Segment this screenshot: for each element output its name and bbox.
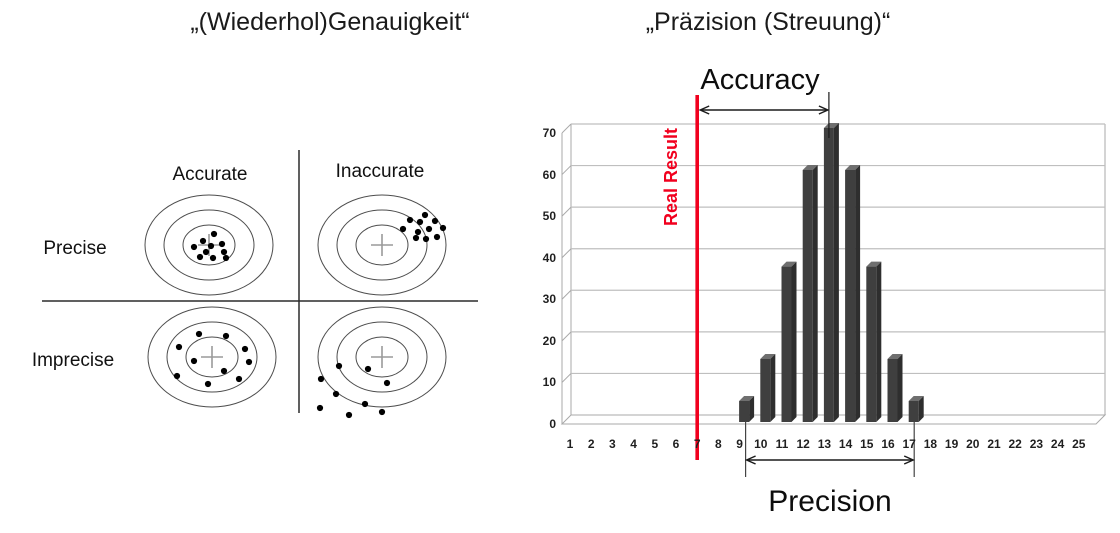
- target-imprecise-accurate: [147, 306, 277, 408]
- bar-x13: [823, 123, 839, 422]
- bar-x15: [866, 261, 882, 422]
- x-tick-label: 12: [796, 437, 810, 451]
- x-tick-label: 10: [754, 437, 768, 451]
- bar-x12: [802, 165, 818, 422]
- accuracy-label: Accuracy: [700, 64, 820, 96]
- quadrant-diagram: [42, 150, 478, 419]
- y-tick-label: 70: [542, 126, 556, 140]
- x-tick-label: 15: [860, 437, 874, 451]
- precision-label: Precision: [768, 485, 892, 518]
- bar-x16: [887, 354, 903, 422]
- y-tick-label: 20: [542, 333, 556, 348]
- bar-chart: [560, 92, 1107, 477]
- bar-x17: [908, 396, 924, 422]
- right-panel-title: „Präzision (Streuung)“: [645, 8, 891, 36]
- x-tick-label: 5: [651, 437, 659, 451]
- bar-x11: [781, 261, 797, 422]
- x-tick-label: 3: [609, 437, 616, 451]
- left-panel-title: „(Wiederhol)Genauigkeit“: [190, 8, 470, 36]
- col-label-inaccurate: Inaccurate: [335, 161, 425, 182]
- x-tick-label: 21: [987, 437, 1001, 451]
- target-precise-inaccurate: [317, 194, 447, 296]
- x-tick-label: 17: [902, 437, 916, 451]
- x-tick-label: 7: [693, 437, 701, 451]
- real-result-line: [695, 95, 699, 460]
- y-tick-label: 10: [542, 375, 556, 390]
- x-tick-label: 23: [1029, 437, 1044, 451]
- bar-x9: [739, 396, 755, 422]
- y-tick-label: 0: [549, 417, 556, 431]
- x-tick-label: 19: [944, 437, 959, 451]
- x-tick-label: 11: [775, 437, 789, 451]
- x-tick-label: 16: [881, 437, 895, 451]
- x-tick-label: 2: [587, 437, 595, 451]
- x-tick-label: 9: [736, 437, 743, 451]
- y-tick-label: 50: [542, 209, 556, 224]
- y-tick-label: 30: [542, 292, 556, 307]
- x-tick-label: 13: [817, 437, 832, 451]
- x-tick-label: 24: [1050, 437, 1065, 451]
- y-tick-label: 60: [542, 167, 556, 182]
- target-precise-accurate: [144, 194, 274, 296]
- row-label-precise: Precise: [43, 238, 107, 259]
- row-label-imprecise: Imprecise: [31, 350, 115, 371]
- x-tick-label: 1: [566, 437, 574, 451]
- x-tick-label: 20: [966, 437, 980, 451]
- x-tick-label: 6: [672, 437, 680, 451]
- x-tick-label: 14: [838, 437, 853, 451]
- col-label-accurate: Accurate: [172, 164, 248, 185]
- bar-x10: [760, 354, 776, 422]
- bar-x14: [845, 165, 861, 422]
- x-tick-label: 22: [1008, 437, 1022, 451]
- target-imprecise-inaccurate: [316, 306, 447, 419]
- y-tick-label: 40: [542, 250, 556, 265]
- real-result-label: Real Result: [661, 127, 681, 227]
- x-tick-label: 25: [1072, 437, 1086, 451]
- x-tick-label: 18: [923, 437, 938, 451]
- x-tick-label: 4: [630, 437, 637, 451]
- x-tick-label: 8: [715, 437, 722, 451]
